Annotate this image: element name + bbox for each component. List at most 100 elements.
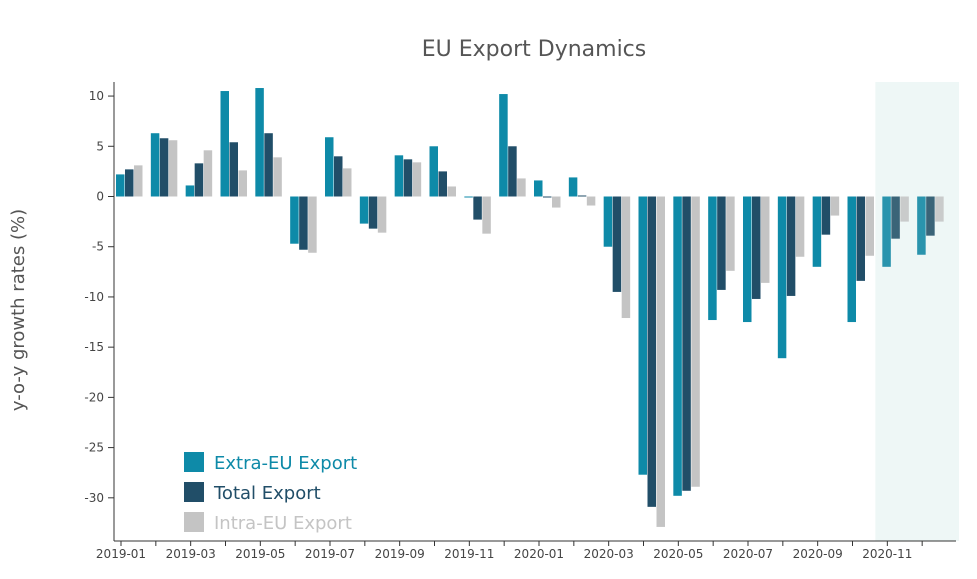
y-tick-label: -25 [84, 441, 104, 455]
extra-eu-export-bar [359, 196, 369, 224]
total-export-bar [821, 196, 831, 235]
intra-eu-export-bar [691, 196, 700, 487]
extra-eu-export-bar [116, 174, 125, 197]
intra-eu-export-legend-swatch [184, 512, 204, 532]
intra-eu-export-bar [308, 196, 317, 253]
x-tick-label: 2020-05 [653, 547, 703, 561]
extra-eu-export-bar [603, 196, 613, 247]
intra-eu-export-legend-label: Intra-EU Export [214, 513, 352, 534]
total-export-bar [229, 142, 238, 197]
intra-eu-export-bar [865, 196, 874, 256]
y-tick-label: -10 [84, 290, 104, 304]
total-export-bar [717, 196, 726, 290]
intra-eu-export-bar [168, 140, 178, 197]
total-export-bar [682, 196, 691, 491]
total-export-legend-label: Total Export [213, 483, 321, 504]
intra-eu-export-bar [203, 150, 213, 197]
intra-eu-export-bar [830, 196, 840, 216]
total-export-bar [438, 171, 447, 197]
total-export-bar [577, 195, 587, 197]
extra-eu-export-bar [220, 91, 229, 197]
intra-eu-export-bar [238, 170, 247, 197]
intra-eu-export-bar [517, 178, 526, 197]
x-tick-label: 2020-01 [514, 547, 564, 561]
chart-title: EU Export Dynamics [422, 37, 647, 62]
intra-eu-export-bar [412, 162, 422, 197]
total-export-bar [543, 196, 552, 198]
y-tick-label: 5 [96, 139, 104, 153]
intra-eu-export-bar [377, 196, 387, 233]
extra-eu-export-bar [150, 133, 160, 197]
extra-eu-export-bar [255, 88, 264, 197]
y-tick-label: -20 [84, 390, 104, 404]
total-export-bar [403, 159, 413, 197]
intra-eu-export-bar [900, 196, 909, 222]
total-export-legend-swatch [184, 482, 204, 502]
bars [116, 88, 944, 527]
total-export-bar [299, 196, 308, 250]
total-export-bar [647, 196, 656, 507]
intra-eu-export-bar [795, 196, 805, 257]
highlight-band [875, 82, 959, 541]
x-tick-label: 2020-07 [723, 547, 773, 561]
total-export-bar [473, 196, 482, 220]
y-tick-label: 10 [89, 89, 104, 103]
extra-eu-export-bar [882, 196, 891, 267]
extra-eu-export-bar [464, 196, 473, 198]
intra-eu-export-bar [621, 196, 631, 319]
extra-eu-export-bar [534, 180, 543, 197]
intra-eu-export-bar [552, 196, 561, 208]
total-export-bar [752, 196, 761, 299]
extra-eu-export-bar [708, 196, 717, 321]
total-export-bar [368, 196, 378, 229]
total-export-bar [856, 196, 865, 281]
total-export-bar [891, 196, 900, 239]
axes: 10 5 0 -5 -10 -15 -20 -25 -30 2019-01 2019-03 2019-… [84, 82, 956, 561]
extra-eu-export-legend-label: Extra-EU Export [214, 453, 357, 474]
y-tick-label: 0 [96, 189, 104, 203]
total-export-bar [612, 196, 622, 292]
total-export-bar [926, 196, 935, 236]
intra-eu-export-bar [761, 196, 770, 283]
total-export-bar [334, 156, 343, 197]
intra-eu-export-bar [134, 165, 143, 197]
extra-eu-export-bar [568, 177, 578, 197]
x-tick-label: 2019-09 [375, 547, 425, 561]
x-tick-label: 2019-11 [444, 547, 494, 561]
intra-eu-export-bar [273, 157, 282, 197]
extra-eu-export-bar [499, 94, 508, 197]
extra-eu-export-bar [429, 146, 438, 197]
intra-eu-export-bar [447, 186, 456, 197]
extra-eu-export-bar [638, 196, 647, 475]
extra-eu-export-legend-swatch [184, 452, 204, 472]
intra-eu-export-bar [935, 196, 944, 222]
intra-eu-export-bar [343, 168, 352, 197]
extra-eu-export-bar [777, 196, 787, 359]
extra-eu-export-bar [917, 196, 926, 255]
extra-eu-export-bar [743, 196, 752, 323]
intra-eu-export-bar [586, 196, 596, 206]
total-export-bar [264, 133, 273, 197]
total-export-bar [125, 169, 134, 197]
total-export-bar [194, 163, 204, 197]
intra-eu-export-bar [726, 196, 735, 271]
extra-eu-export-bar [847, 196, 856, 323]
y-axis-label: y-o-y growth rates (%) [8, 209, 29, 411]
intra-eu-export-bar [482, 196, 491, 234]
x-tick-label: 2019-03 [166, 547, 216, 561]
y-tick-label: -5 [92, 240, 104, 254]
extra-eu-export-bar [185, 185, 195, 197]
extra-eu-export-bar [325, 137, 334, 197]
extra-eu-export-bar [290, 196, 299, 244]
x-tick-label: 2020-03 [584, 547, 634, 561]
y-tick-label: -30 [84, 491, 104, 505]
extra-eu-export-bar [812, 196, 822, 267]
extra-eu-export-bar [394, 155, 404, 197]
x-tick-label: 2019-01 [96, 547, 146, 561]
total-export-bar [786, 196, 796, 296]
total-export-bar [159, 138, 169, 197]
y-tick-label: -15 [84, 340, 104, 354]
extra-eu-export-bar [673, 196, 682, 496]
x-tick-label: 2020-09 [793, 547, 843, 561]
